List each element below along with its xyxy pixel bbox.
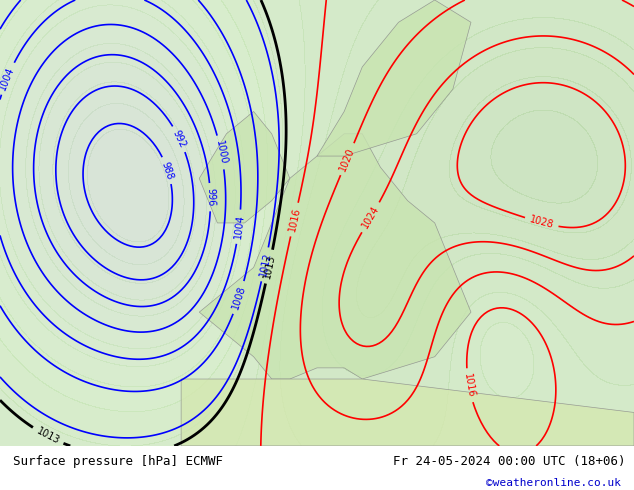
Text: Surface pressure [hPa] ECMWF: Surface pressure [hPa] ECMWF xyxy=(13,455,223,468)
Text: 1004: 1004 xyxy=(233,214,245,240)
Polygon shape xyxy=(199,112,290,223)
Text: 1008: 1008 xyxy=(230,284,247,311)
Text: 1004: 1004 xyxy=(0,65,16,92)
Polygon shape xyxy=(199,134,471,379)
Text: 1013: 1013 xyxy=(262,254,276,280)
Text: 1012: 1012 xyxy=(257,251,273,277)
Text: 1016: 1016 xyxy=(287,207,302,233)
Text: ©weatheronline.co.uk: ©weatheronline.co.uk xyxy=(486,478,621,489)
Polygon shape xyxy=(181,379,634,446)
Text: 1000: 1000 xyxy=(214,139,228,165)
Text: 1013: 1013 xyxy=(35,426,61,446)
Text: 988: 988 xyxy=(160,160,175,181)
Text: 1024: 1024 xyxy=(360,204,381,230)
Text: 1016: 1016 xyxy=(462,372,476,398)
Text: 996: 996 xyxy=(205,188,216,206)
Text: 1028: 1028 xyxy=(528,215,555,230)
Text: Fr 24-05-2024 00:00 UTC (18+06): Fr 24-05-2024 00:00 UTC (18+06) xyxy=(393,455,626,468)
Text: 1020: 1020 xyxy=(338,146,357,172)
Polygon shape xyxy=(317,0,471,156)
Text: 992: 992 xyxy=(171,128,188,149)
